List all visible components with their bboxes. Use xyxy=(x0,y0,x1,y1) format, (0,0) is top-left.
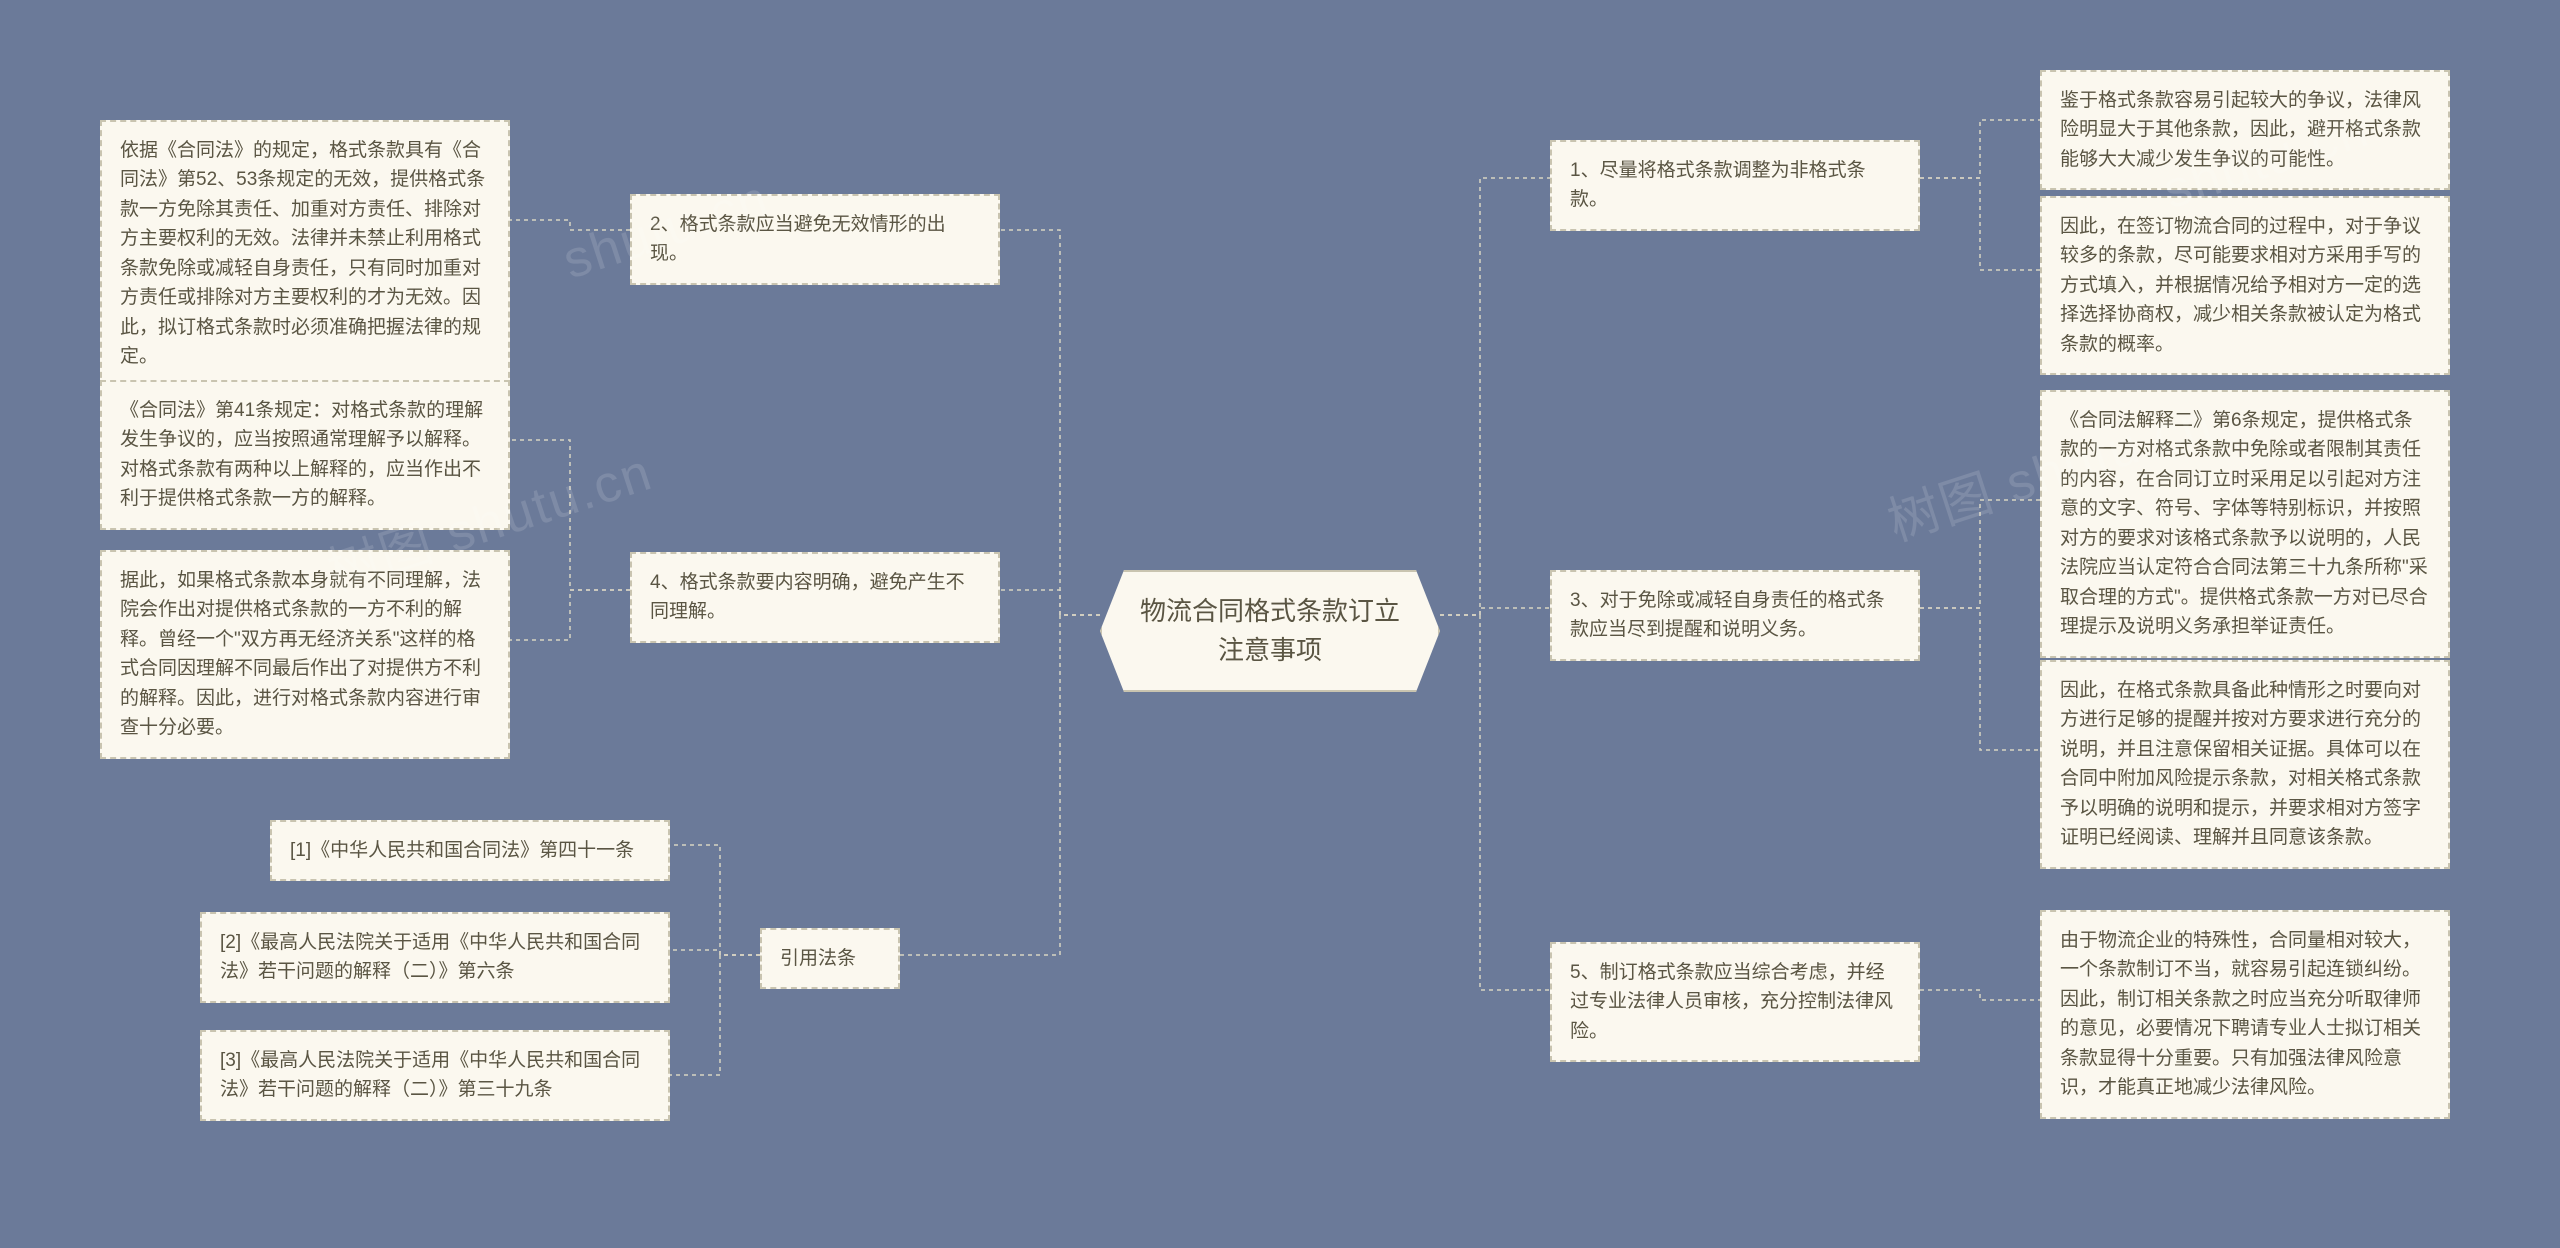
left-branch-2: 引用法条 xyxy=(760,928,900,989)
right-branch-2: 5、制订格式条款应当综合考虑，并经过专业法律人员审核，充分控制法律风险。 xyxy=(1550,942,1920,1062)
left-leaf-2-2: [3]《最高人民法院关于适用《中华人民共和国合同法》若干问题的解释（二）》第三十… xyxy=(200,1030,670,1121)
left-branch-0: 2、格式条款应当避免无效情形的出现。 xyxy=(630,194,1000,285)
right-branch-0: 1、尽量将格式条款调整为非格式条款。 xyxy=(1550,140,1920,231)
left-leaf-2-1: [2]《最高人民法院关于适用《中华人民共和国合同法》若干问题的解释（二）》第六条 xyxy=(200,912,670,1003)
right-leaf-0-1: 因此，在签订物流合同的过程中，对于争议较多的条款，尽可能要求相对方采用手写的方式… xyxy=(2040,196,2450,375)
left-leaf-0-0: 依据《合同法》的规定，格式条款具有《合同法》第52、53条规定的无效，提供格式条… xyxy=(100,120,510,388)
right-branch-1: 3、对于免除或减轻自身责任的格式条款应当尽到提醒和说明义务。 xyxy=(1550,570,1920,661)
right-leaf-1-0: 《合同法解释二》第6条规定，提供格式条款的一方对格式条款中免除或者限制其责任的内… xyxy=(2040,390,2450,658)
left-leaf-1-1: 据此，如果格式条款本身就有不同理解，法院会作出对提供格式条款的一方不利的解释。曾… xyxy=(100,550,510,759)
left-leaf-2-0: [1]《中华人民共和国合同法》第四十一条 xyxy=(270,820,670,881)
right-leaf-0-0: 鉴于格式条款容易引起较大的争议，法律风险明显大于其他条款，因此，避开格式条款能够… xyxy=(2040,70,2450,190)
left-leaf-1-0: 《合同法》第41条规定：对格式条款的理解发生争议的，应当按照通常理解予以解释。对… xyxy=(100,380,510,530)
right-leaf-1-1: 因此，在格式条款具备此种情形之时要向对方进行足够的提醒并按对方要求进行充分的说明… xyxy=(2040,660,2450,869)
left-branch-1: 4、格式条款要内容明确，避免产生不同理解。 xyxy=(630,552,1000,643)
root-node: 物流合同格式条款订立注意事项 xyxy=(1100,570,1440,692)
right-leaf-2-0: 由于物流企业的特殊性，合同量相对较大，一个条款制订不当，就容易引起连锁纠纷。因此… xyxy=(2040,910,2450,1119)
